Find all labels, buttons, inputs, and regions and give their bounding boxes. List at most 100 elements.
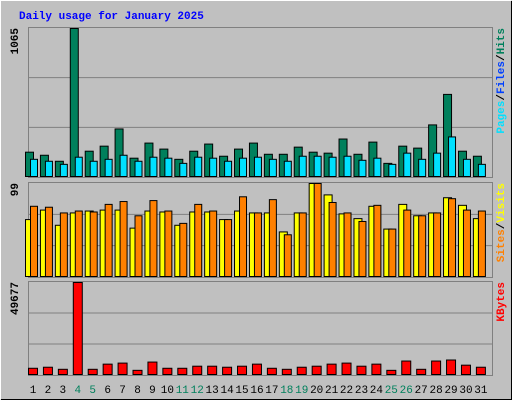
legend: Sites/Visits bbox=[496, 183, 508, 262]
bar bbox=[30, 205, 38, 277]
bar bbox=[388, 163, 397, 178]
bar bbox=[69, 28, 79, 177]
bar bbox=[179, 222, 188, 277]
bar bbox=[104, 203, 113, 277]
x-tick-label: 22 bbox=[340, 385, 353, 397]
legend-entry: KBytes bbox=[496, 282, 508, 322]
bar bbox=[134, 160, 143, 177]
x-tick-label: 14 bbox=[220, 385, 234, 397]
y-tick-label: 49677 bbox=[10, 282, 22, 315]
bar bbox=[326, 363, 337, 375]
legend-separator: / bbox=[496, 94, 508, 101]
bar bbox=[164, 210, 173, 277]
bar bbox=[179, 162, 188, 177]
bar bbox=[448, 136, 457, 177]
bar bbox=[132, 369, 143, 375]
bar bbox=[356, 365, 367, 375]
bar bbox=[209, 157, 218, 178]
bar bbox=[209, 210, 218, 277]
bar bbox=[443, 93, 453, 177]
x-tick-label: 24 bbox=[370, 385, 384, 397]
legend-entry: Hits bbox=[496, 28, 508, 54]
bar bbox=[296, 366, 307, 376]
bar bbox=[446, 359, 457, 375]
bar bbox=[134, 215, 143, 277]
bar bbox=[475, 366, 486, 376]
legend-separator: / bbox=[496, 54, 508, 61]
bar bbox=[403, 152, 412, 178]
bar bbox=[72, 282, 83, 375]
bar bbox=[87, 368, 98, 375]
bar bbox=[119, 201, 128, 277]
bar bbox=[373, 204, 382, 277]
bar bbox=[207, 365, 218, 375]
x-tick-label: 29 bbox=[444, 385, 457, 397]
bar bbox=[416, 368, 427, 375]
x-tick-label: 21 bbox=[325, 385, 339, 397]
x-tick-label: 17 bbox=[265, 385, 278, 397]
bar bbox=[477, 210, 486, 277]
bar bbox=[89, 211, 98, 277]
x-tick-label: 5 bbox=[89, 385, 96, 397]
bar bbox=[266, 367, 277, 375]
bar bbox=[194, 203, 203, 277]
bar bbox=[44, 160, 53, 177]
bar bbox=[298, 155, 307, 177]
x-tick-label: 12 bbox=[191, 385, 204, 397]
bar bbox=[460, 364, 471, 376]
x-tick-label: 6 bbox=[104, 385, 111, 397]
y-tick-label: 1065 bbox=[10, 28, 22, 55]
bar bbox=[433, 212, 442, 277]
bar bbox=[192, 365, 203, 375]
x-tick-label: 16 bbox=[250, 385, 263, 397]
bar bbox=[433, 152, 442, 178]
bar bbox=[30, 158, 38, 178]
bar bbox=[102, 363, 113, 375]
bar bbox=[28, 367, 38, 375]
bar bbox=[251, 363, 262, 375]
legend-entry: Files bbox=[496, 61, 508, 94]
bar bbox=[428, 124, 438, 177]
bar bbox=[371, 363, 382, 375]
bar bbox=[42, 366, 53, 376]
bar bbox=[224, 219, 233, 278]
legend: Pages/Files/Hits bbox=[496, 28, 508, 134]
bar bbox=[194, 156, 203, 177]
bar bbox=[162, 367, 173, 375]
chart-title: Daily usage for January 2025 bbox=[19, 11, 204, 23]
x-tick-label: 15 bbox=[235, 385, 248, 397]
bar bbox=[462, 158, 471, 178]
x-tick-label: 18 bbox=[280, 385, 293, 397]
x-tick-label: 3 bbox=[60, 385, 67, 397]
bar bbox=[281, 368, 292, 375]
bar bbox=[253, 156, 262, 177]
bar bbox=[343, 155, 352, 177]
bar bbox=[114, 128, 124, 177]
bar bbox=[403, 209, 412, 277]
bar bbox=[59, 212, 68, 277]
bar bbox=[373, 157, 382, 178]
x-tick-label: 4 bbox=[74, 385, 81, 397]
bar bbox=[477, 163, 486, 178]
legend-separator: / bbox=[496, 222, 508, 229]
bar bbox=[147, 361, 158, 376]
bar bbox=[283, 160, 292, 177]
bar bbox=[177, 367, 188, 375]
x-tick-label: 11 bbox=[176, 385, 190, 397]
bar bbox=[358, 220, 367, 277]
bar bbox=[57, 368, 68, 375]
bar bbox=[401, 360, 412, 376]
x-tick-label: 23 bbox=[355, 385, 368, 397]
x-tick-label: 20 bbox=[310, 385, 323, 397]
bar bbox=[149, 156, 158, 177]
bar bbox=[119, 154, 128, 177]
bar bbox=[237, 365, 248, 375]
bar bbox=[343, 212, 352, 277]
legend-entry: Visits bbox=[496, 183, 508, 223]
bar bbox=[341, 362, 352, 375]
panel bbox=[28, 27, 493, 178]
bar bbox=[224, 160, 233, 177]
bar bbox=[418, 215, 427, 277]
